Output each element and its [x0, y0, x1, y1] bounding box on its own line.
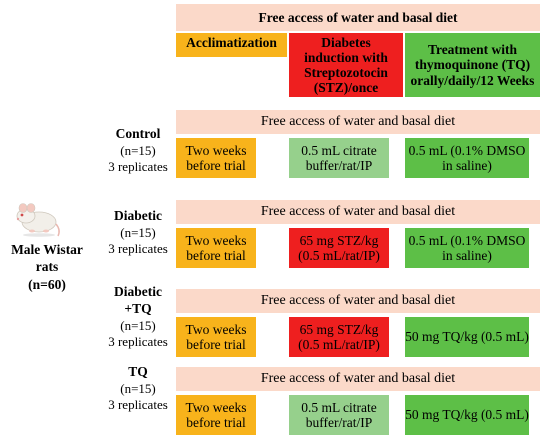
header-induction: Diabetes induction with Streptozotocin (… [289, 33, 403, 97]
group-label-control: Control (n=15) 3 replicates [96, 126, 180, 175]
subject-label: Male Wistar rats (n=60) [4, 241, 90, 293]
header-acclimatization: Acclimatization [176, 33, 287, 57]
diet-bar-tq: Free access of water and basal diet [176, 367, 540, 391]
acclimatization-cell-tq: Two weeks before trial [176, 395, 256, 435]
acclimatization-cell-diabetic: Two weeks before trial [176, 228, 256, 268]
group-replicates: 3 replicates [108, 334, 168, 349]
acclimatization-cell-diabetic-tq: Two weeks before trial [176, 317, 256, 357]
acclimatization-cell-control: Two weeks before trial [176, 138, 256, 178]
header-diet-bar: Free access of water and basal diet [176, 4, 540, 31]
group-n: (n=15) [120, 224, 156, 240]
group-name: Diabetic [114, 208, 162, 223]
diet-bar-control: Free access of water and basal diet [176, 110, 540, 134]
induction-cell-diabetic-tq: 65 mg STZ/kg (0.5 mL/rat/IP) [289, 317, 389, 357]
induction-cell-tq: 0.5 mL citrate buffer/rat/IP [289, 395, 389, 435]
group-n: (n=15) [120, 380, 156, 396]
subject-name-line1: Male Wistar [11, 242, 83, 257]
diet-bar-diabetic-tq: Free access of water and basal diet [176, 289, 540, 313]
group-label-tq: TQ (n=15) 3 replicates [96, 364, 180, 413]
treatment-cell-diabetic-tq: 50 mg TQ/kg (0.5 mL) [405, 317, 529, 357]
subject-count: (n=60) [28, 276, 66, 292]
group-name: TQ [128, 364, 148, 379]
induction-cell-diabetic: 65 mg STZ/kg (0.5 mL/rat/IP) [289, 228, 389, 268]
treatment-cell-diabetic: 0.5 mL (0.1% DMSO in saline) [405, 228, 529, 268]
induction-cell-control: 0.5 mL citrate buffer/rat/IP [289, 138, 389, 178]
group-replicates: 3 replicates [108, 159, 168, 175]
group-replicates: 3 replicates [108, 241, 168, 257]
group-name: Control [115, 126, 161, 141]
header-treatment: Treatment with thymoquinone (TQ) orally/… [405, 33, 540, 97]
subject-name-line2: rats [35, 259, 59, 275]
rat-icon [16, 203, 60, 237]
group-n: (n=15) [120, 317, 156, 333]
treatment-cell-control: 0.5 mL (0.1% DMSO in saline) [405, 138, 529, 178]
group-label-diabetic: Diabetic (n=15) 3 replicates [96, 208, 180, 257]
group-label-diabetic-tq: Diabetic +TQ (n=15) 3 replicates [96, 284, 180, 350]
group-name: Diabetic +TQ [114, 284, 162, 316]
group-n: (n=15) [120, 142, 156, 158]
treatment-cell-tq: 50 mg TQ/kg (0.5 mL) [405, 395, 529, 435]
diet-bar-diabetic: Free access of water and basal diet [176, 200, 540, 224]
group-replicates: 3 replicates [108, 397, 168, 413]
